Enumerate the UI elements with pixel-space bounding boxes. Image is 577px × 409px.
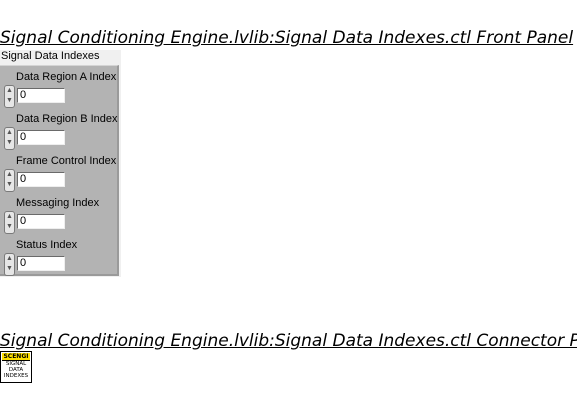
field-label: Messaging Index [16,197,100,209]
decrement-arrow-icon[interactable]: ▼ [6,223,13,230]
increment-arrow-icon[interactable]: ▲ [6,87,13,94]
field-data-region-b-index: Data Region B Index ▲ ▼ 0 [0,110,118,150]
front-panel-heading: Signal Conditioning Engine.lvlib:Signal … [0,28,574,48]
field-data-region-a-index: Data Region A Index ▲ ▼ 0 [0,68,117,108]
increment-decrement-control[interactable]: ▲ ▼ [4,127,15,150]
numeric-input[interactable]: 0 [17,88,65,103]
numeric-input[interactable]: 0 [17,130,65,145]
increment-arrow-icon[interactable]: ▲ [6,171,13,178]
increment-decrement-control[interactable]: ▲ ▼ [4,85,15,108]
field-messaging-index: Messaging Index ▲ ▼ 0 [0,194,117,234]
field-status-index: Status Index ▲ ▼ 0 [0,236,117,276]
icon-text-line: INDEXES [3,373,29,379]
increment-arrow-icon[interactable]: ▲ [6,255,13,262]
icon-text: SIGNAL DATA INDEXES [1,361,31,379]
increment-decrement-control[interactable]: ▲ ▼ [4,253,15,276]
field-label: Data Region B Index [16,113,118,125]
numeric-input[interactable]: 0 [17,256,65,271]
field-label: Data Region A Index [16,71,117,83]
icon-text-line: DATA [8,367,24,373]
decrement-arrow-icon[interactable]: ▼ [6,97,13,104]
icon-text-line: SIGNAL [5,361,27,367]
numeric-input[interactable]: 0 [17,172,65,187]
increment-arrow-icon[interactable]: ▲ [6,129,13,136]
field-label: Frame Control Index [16,155,117,167]
decrement-arrow-icon[interactable]: ▼ [6,181,13,188]
increment-decrement-control[interactable]: ▲ ▼ [4,211,15,234]
decrement-arrow-icon[interactable]: ▼ [6,139,13,146]
connector-pane-heading: Signal Conditioning Engine.lvlib:Signal … [0,331,577,351]
increment-decrement-control[interactable]: ▲ ▼ [4,169,15,192]
field-label: Status Index [16,239,78,251]
field-frame-control-index: Frame Control Index ▲ ▼ 0 [0,152,117,192]
cluster-label: Signal Data Indexes [1,50,100,62]
connector-pane-icon: SCENGI SIGNAL DATA INDEXES [0,351,32,383]
numeric-input[interactable]: 0 [17,214,65,229]
signal-data-indexes-cluster: Signal Data Indexes Data Region A Index … [0,50,121,277]
cluster-frame: Data Region A Index ▲ ▼ 0 Data Region B … [0,65,119,276]
icon-banner: SCENGI [2,353,30,361]
decrement-arrow-icon[interactable]: ▼ [6,265,13,272]
increment-arrow-icon[interactable]: ▲ [6,213,13,220]
